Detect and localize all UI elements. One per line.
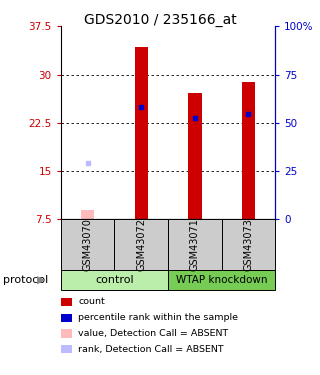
Text: ▶: ▶ (37, 275, 46, 285)
Bar (242, 82, 255, 219)
Text: WTAP knockdown: WTAP knockdown (176, 275, 267, 285)
Text: GDS2010 / 235166_at: GDS2010 / 235166_at (84, 13, 236, 27)
Text: GSM43072: GSM43072 (136, 218, 146, 271)
Text: protocol: protocol (3, 275, 48, 285)
Text: GSM43071: GSM43071 (190, 218, 200, 271)
Bar (134, 48, 148, 219)
Text: GSM43070: GSM43070 (83, 218, 92, 271)
Text: count: count (78, 297, 105, 306)
Text: rank, Detection Call = ABSENT: rank, Detection Call = ABSENT (78, 345, 224, 354)
Bar (81, 210, 94, 219)
Bar (188, 93, 202, 219)
Text: GSM43073: GSM43073 (244, 218, 253, 271)
Text: value, Detection Call = ABSENT: value, Detection Call = ABSENT (78, 329, 229, 338)
Text: percentile rank within the sample: percentile rank within the sample (78, 313, 238, 322)
Text: control: control (95, 275, 134, 285)
